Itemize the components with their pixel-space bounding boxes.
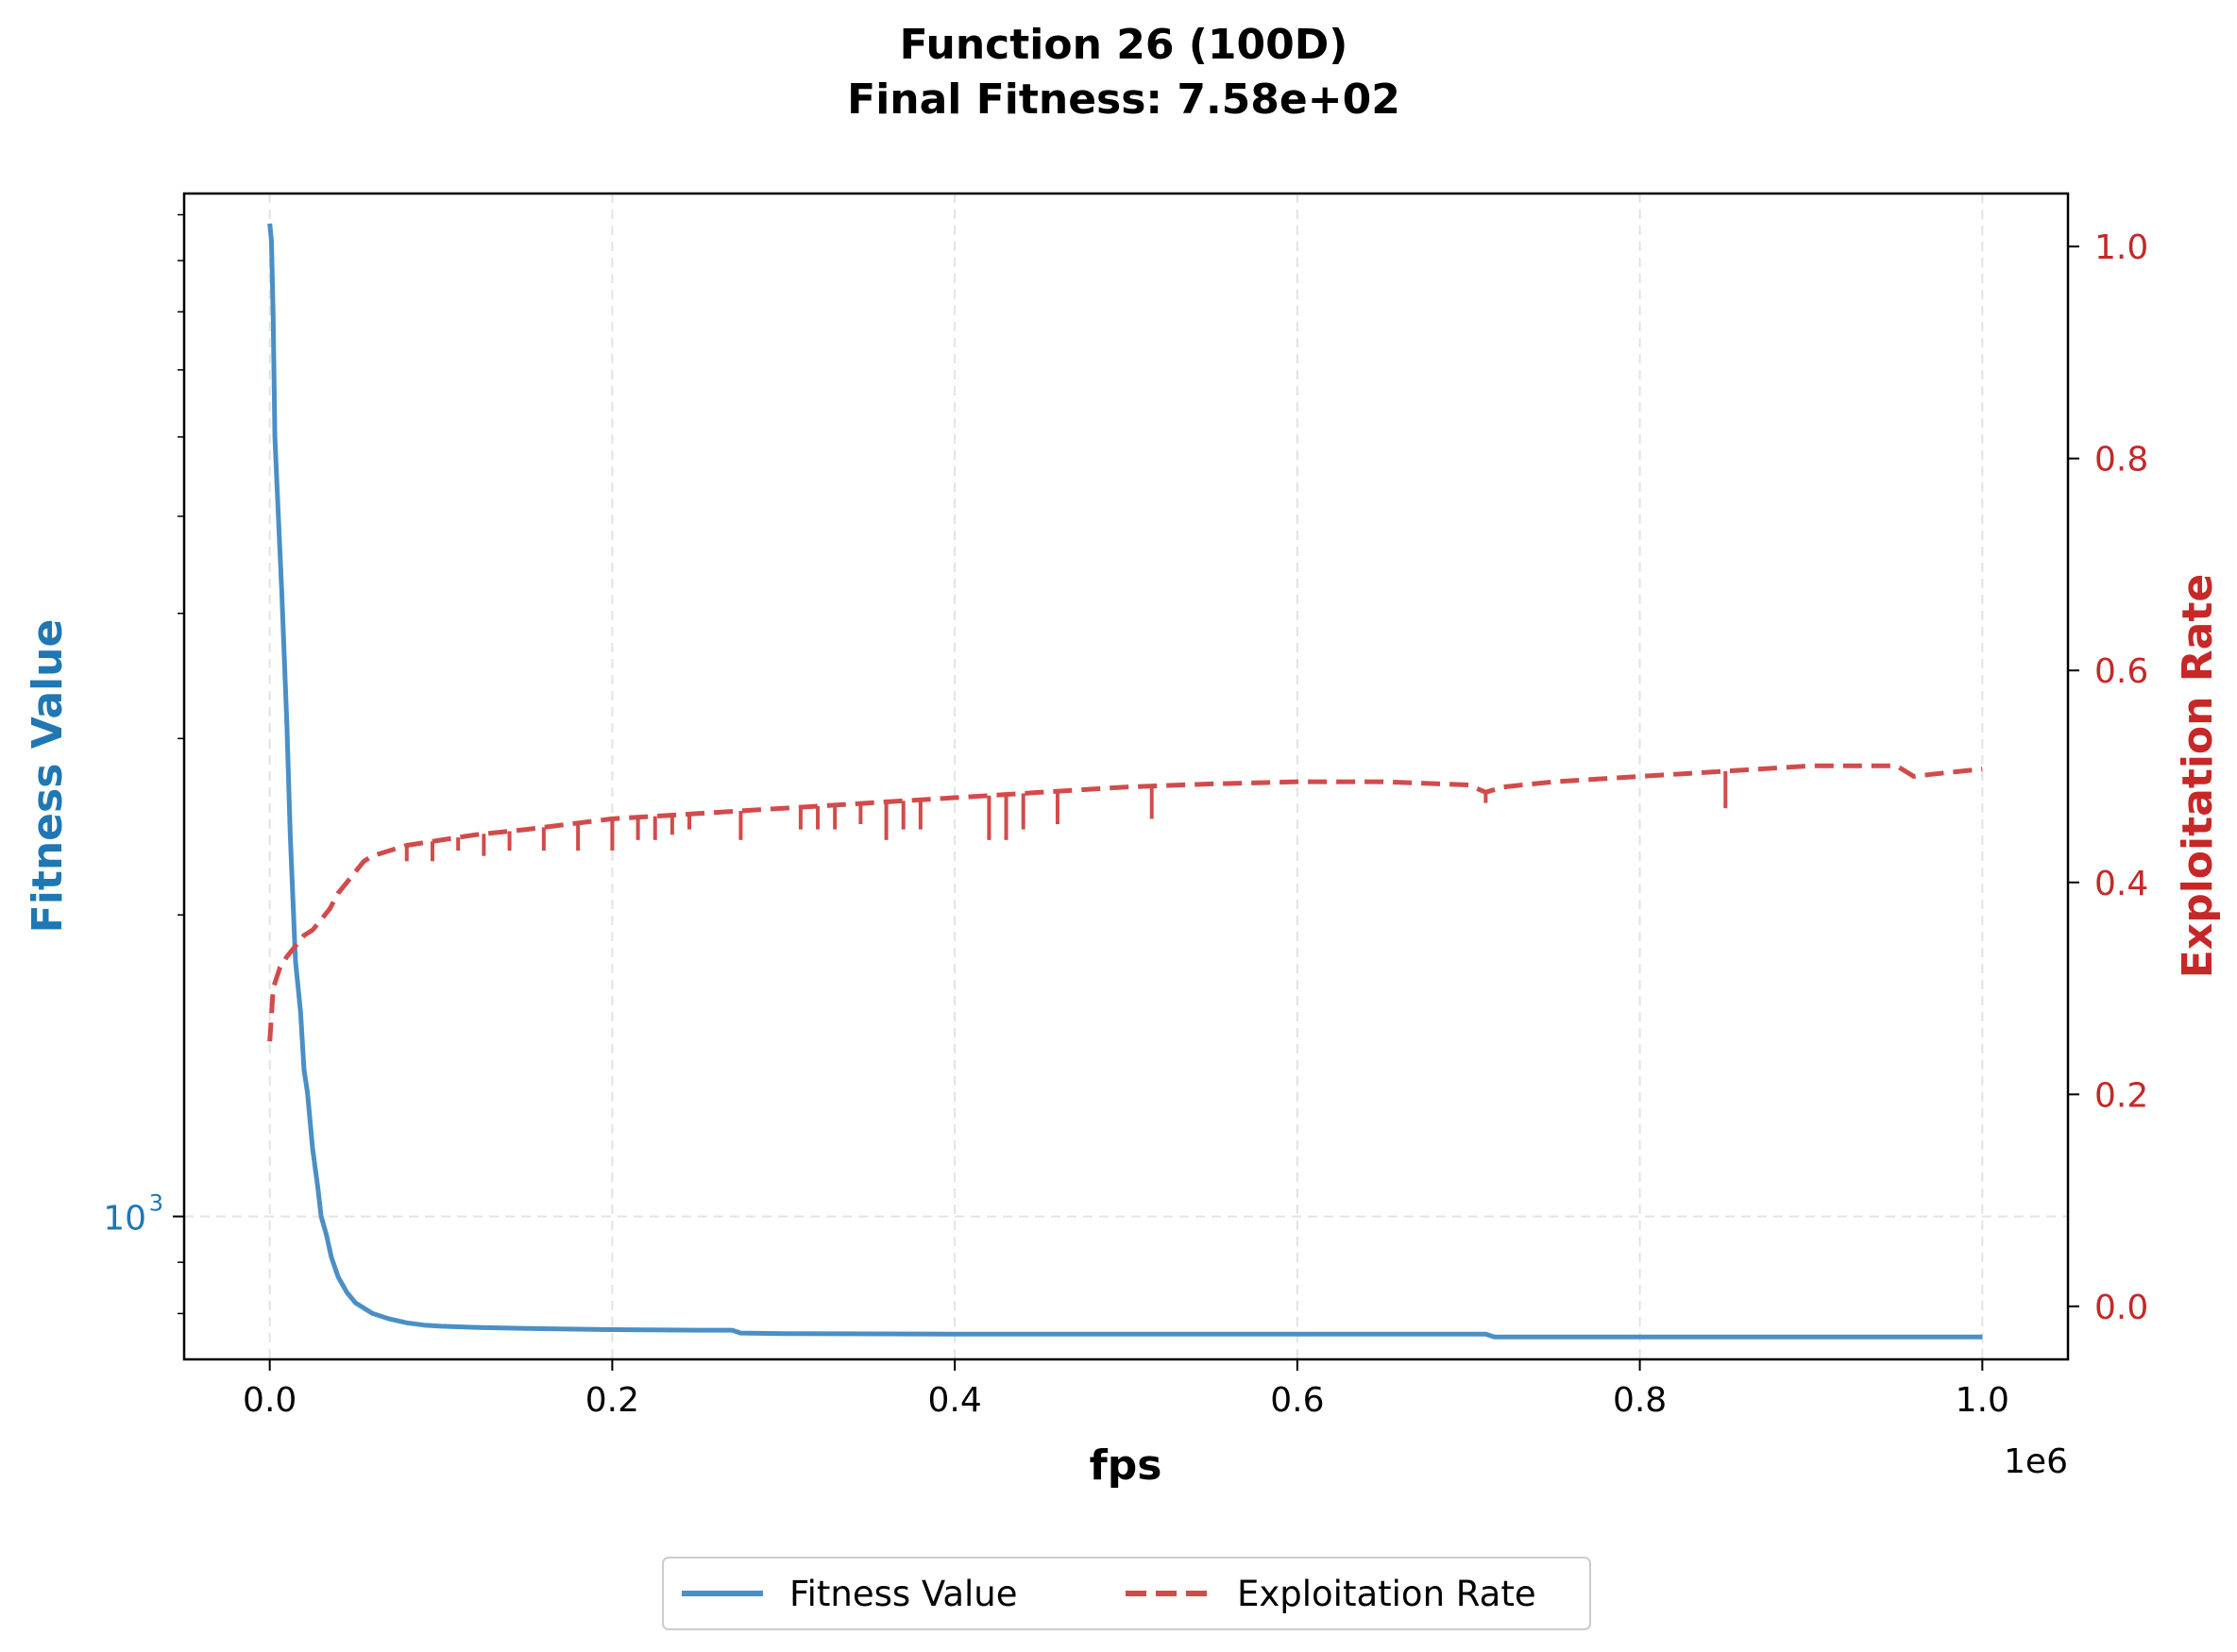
legend: Fitness Value Exploitation Rate	[662, 1557, 1591, 1630]
series-line-fitness-value	[267, 223, 1983, 1340]
y-right-tick-label: 0.0	[2094, 1289, 2148, 1327]
x-tick-label: 0.6	[1270, 1381, 1324, 1420]
series-layer	[267, 223, 1983, 1340]
y-right-tick-label: 0.2	[2094, 1076, 2148, 1115]
y-right-tick-label: 0.6	[2094, 652, 2148, 691]
ticks-layer: 0.0 0.2 0.4 0.6 0.8 1.0 10 3 0.0 0.2 0.4 0.6 0.8 1.0	[103, 213, 2148, 1420]
chart-subtitle: Final Fitness: 7.58e+02	[847, 76, 1400, 124]
legend-label-exploitation: Exploitation Rate	[1237, 1574, 1536, 1614]
x-axis-label: fps	[1090, 1441, 1162, 1490]
x-tick-label: 0.0	[243, 1381, 297, 1420]
chart-title: Function 26 (100D)	[900, 21, 1348, 69]
y-left-tick-label: 10	[103, 1200, 146, 1239]
y-right-tick-label: 1.0	[2094, 228, 2148, 267]
legend-label-fitness: Fitness Value	[789, 1574, 1018, 1614]
x-tick-label: 0.4	[928, 1381, 982, 1420]
x-tick-label: 0.8	[1613, 1381, 1667, 1420]
y-right-tick-label: 0.4	[2094, 865, 2148, 903]
y-axis-right-label: Exploitation Rate	[2174, 574, 2222, 978]
x-tick-label: 1.0	[1956, 1381, 2009, 1420]
y-axis-left-label: Fitness Value	[24, 619, 72, 934]
grid-layer	[184, 194, 2068, 1359]
y-right-tick-label: 0.8	[2094, 441, 2148, 480]
series-line-exploitation-rate	[267, 763, 1983, 1042]
x-tick-label: 0.2	[585, 1381, 639, 1420]
y-left-tick-exponent: 3	[149, 1190, 163, 1217]
x-axis-offset-label: 1e6	[2004, 1442, 2068, 1481]
plot-area-frame	[182, 192, 2070, 1361]
